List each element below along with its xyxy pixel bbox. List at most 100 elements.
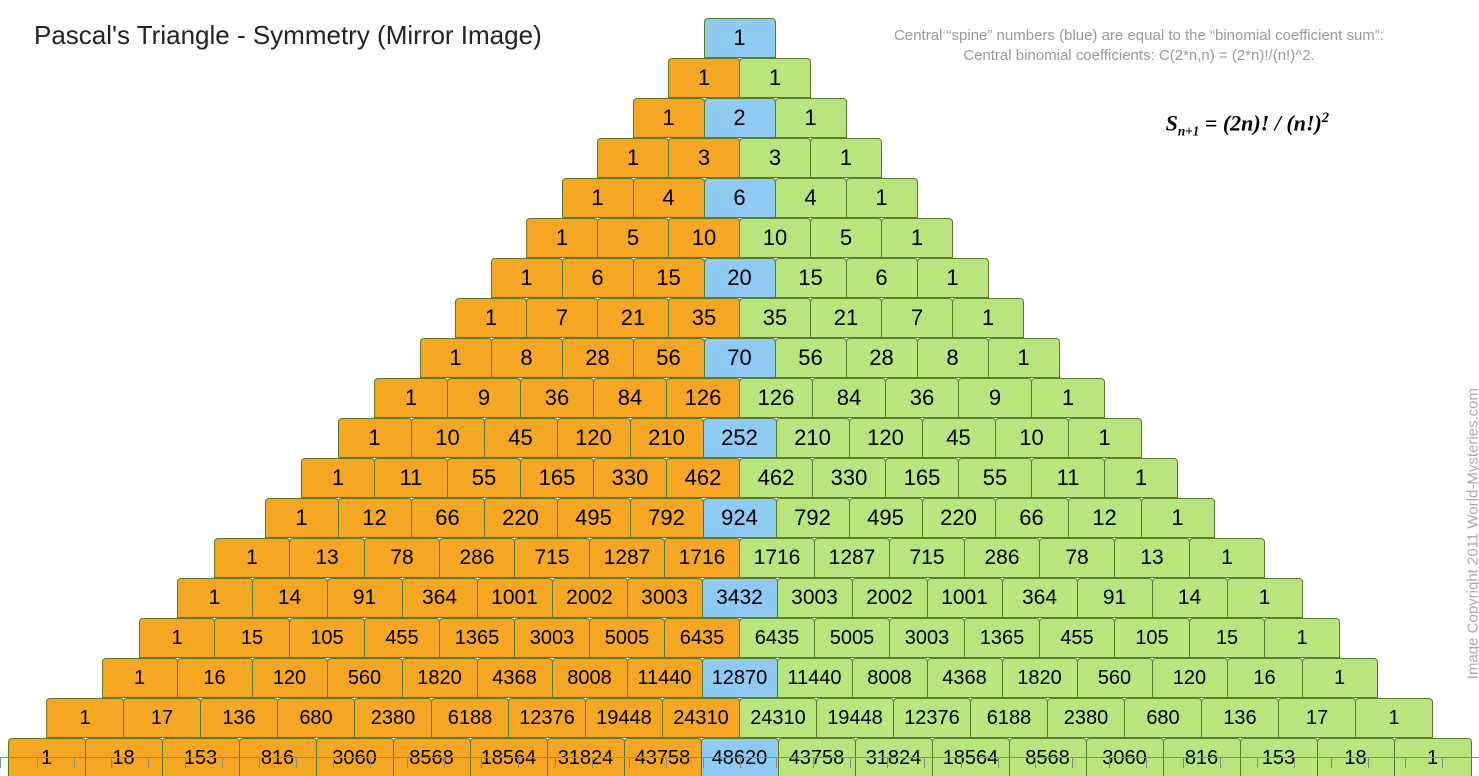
triangle-row: 1615201561 bbox=[0, 258, 1479, 298]
axis-tick bbox=[592, 758, 593, 768]
triangle-cell: 91 bbox=[1077, 578, 1153, 618]
axis-tick bbox=[1035, 758, 1036, 768]
triangle-cell: 1 bbox=[1141, 498, 1215, 538]
triangle-cell: 165 bbox=[520, 458, 594, 498]
triangle-cell: 45 bbox=[922, 418, 996, 458]
triangle-cell: 1 bbox=[1264, 618, 1340, 658]
axis-tick bbox=[185, 758, 186, 768]
triangle-cell: 7 bbox=[526, 298, 598, 338]
triangle-row: 121 bbox=[0, 98, 1479, 138]
triangle-cell: 136 bbox=[200, 698, 278, 738]
triangle-cell: 220 bbox=[484, 498, 558, 538]
axis-tick bbox=[481, 758, 482, 768]
triangle-cell: 1 bbox=[46, 698, 124, 738]
triangle-cell: 10 bbox=[411, 418, 485, 458]
triangle-cell: 19448 bbox=[585, 698, 663, 738]
triangle-cell: 5005 bbox=[589, 618, 665, 658]
triangle-cell: 45 bbox=[484, 418, 558, 458]
triangle-cell: 35 bbox=[668, 298, 740, 338]
triangle-cell: 715 bbox=[889, 538, 965, 578]
triangle-cell: 2 bbox=[704, 98, 776, 138]
triangle-cell: 6188 bbox=[431, 698, 509, 738]
triangle-row: 11378286715128717161716128771528678131 bbox=[0, 538, 1479, 578]
triangle-cell: 7 bbox=[881, 298, 953, 338]
triangle-cell: 36 bbox=[520, 378, 594, 418]
triangle-cell: 15 bbox=[633, 258, 705, 298]
triangle-cell: 12376 bbox=[893, 698, 971, 738]
triangle-cell: 1 bbox=[1031, 378, 1105, 418]
axis-tick bbox=[813, 758, 814, 768]
triangle-cell: 1 bbox=[491, 258, 563, 298]
triangle-cell: 1 bbox=[1068, 418, 1142, 458]
triangle-cell: 455 bbox=[364, 618, 440, 658]
triangle-cell: 120 bbox=[557, 418, 631, 458]
triangle-cell: 15 bbox=[214, 618, 290, 658]
triangle-cell: 11 bbox=[1031, 458, 1105, 498]
triangle-cell: 1 bbox=[139, 618, 215, 658]
triangle-cell: 462 bbox=[666, 458, 740, 498]
triangle-cell: 220 bbox=[922, 498, 996, 538]
triangle-cell: 120 bbox=[1152, 658, 1228, 698]
axis-tick bbox=[850, 758, 851, 768]
triangle-row: 1149136410012002300334323003200210013649… bbox=[0, 578, 1479, 618]
triangle-cell: 56 bbox=[633, 338, 705, 378]
triangle-cell: 1 bbox=[668, 58, 740, 98]
triangle-cell: 84 bbox=[593, 378, 667, 418]
triangle-cell: 78 bbox=[1039, 538, 1115, 578]
triangle-cell: 16 bbox=[177, 658, 253, 698]
triangle-cell: 8008 bbox=[552, 658, 628, 698]
triangle-row: 1126622049579292479249522066121 bbox=[0, 498, 1479, 538]
triangle-cell: 1 bbox=[846, 178, 918, 218]
axis-tick bbox=[1146, 758, 1147, 768]
axis-tick bbox=[444, 758, 445, 768]
axis-tick bbox=[518, 758, 519, 768]
triangle-cell: 924 bbox=[703, 498, 777, 538]
triangle-cell: 21 bbox=[810, 298, 882, 338]
triangle-cell: 1 bbox=[775, 98, 847, 138]
triangle-cell: 1 bbox=[917, 258, 989, 298]
triangle-cell: 17 bbox=[1278, 698, 1356, 738]
triangle-cell: 10 bbox=[995, 418, 1069, 458]
triangle-cell: 21 bbox=[597, 298, 669, 338]
axis-tick bbox=[629, 758, 630, 768]
triangle-cell: 1287 bbox=[814, 538, 890, 578]
triangle-row: 11 bbox=[0, 58, 1479, 98]
triangle-cell: 12 bbox=[1068, 498, 1142, 538]
axis-tick bbox=[1368, 758, 1369, 768]
axis-tick bbox=[1109, 758, 1110, 768]
axis-tick bbox=[666, 758, 667, 768]
triangle-cell: 252 bbox=[703, 418, 777, 458]
triangle-cell: 28 bbox=[846, 338, 918, 378]
triangle-cell: 792 bbox=[630, 498, 704, 538]
triangle-cell: 19448 bbox=[816, 698, 894, 738]
triangle-cell: 3003 bbox=[627, 578, 703, 618]
axis-tick bbox=[998, 758, 999, 768]
axis-tick bbox=[555, 758, 556, 768]
triangle-row: 1331 bbox=[0, 138, 1479, 178]
triangle-cell: 1365 bbox=[964, 618, 1040, 658]
axis-tick bbox=[1442, 758, 1443, 768]
triangle-cell: 35 bbox=[739, 298, 811, 338]
triangle-row: 15101051 bbox=[0, 218, 1479, 258]
triangle-cell: 1 bbox=[562, 178, 634, 218]
triangle-cell: 15 bbox=[1189, 618, 1265, 658]
triangle-cell: 66 bbox=[411, 498, 485, 538]
pascal-triangle: 1111211331146411510105116152015611721353… bbox=[0, 18, 1479, 776]
triangle-cell: 12376 bbox=[508, 698, 586, 738]
triangle-cell: 1 bbox=[1189, 538, 1265, 578]
triangle-cell: 91 bbox=[327, 578, 403, 618]
triangle-cell: 1 bbox=[338, 418, 412, 458]
triangle-cell: 78 bbox=[364, 538, 440, 578]
triangle-cell: 1 bbox=[1355, 698, 1433, 738]
axis-tick bbox=[148, 758, 149, 768]
triangle-cell: 5 bbox=[810, 218, 882, 258]
axis-tick bbox=[74, 758, 75, 768]
triangle-cell: 10 bbox=[739, 218, 811, 258]
triangle-cell: 70 bbox=[704, 338, 776, 378]
triangle-cell: 1365 bbox=[439, 618, 515, 658]
triangle-cell: 1 bbox=[988, 338, 1060, 378]
triangle-cell: 1 bbox=[177, 578, 253, 618]
triangle-cell: 680 bbox=[1124, 698, 1202, 738]
triangle-cell: 24310 bbox=[662, 698, 740, 738]
triangle-cell: 11440 bbox=[777, 658, 853, 698]
